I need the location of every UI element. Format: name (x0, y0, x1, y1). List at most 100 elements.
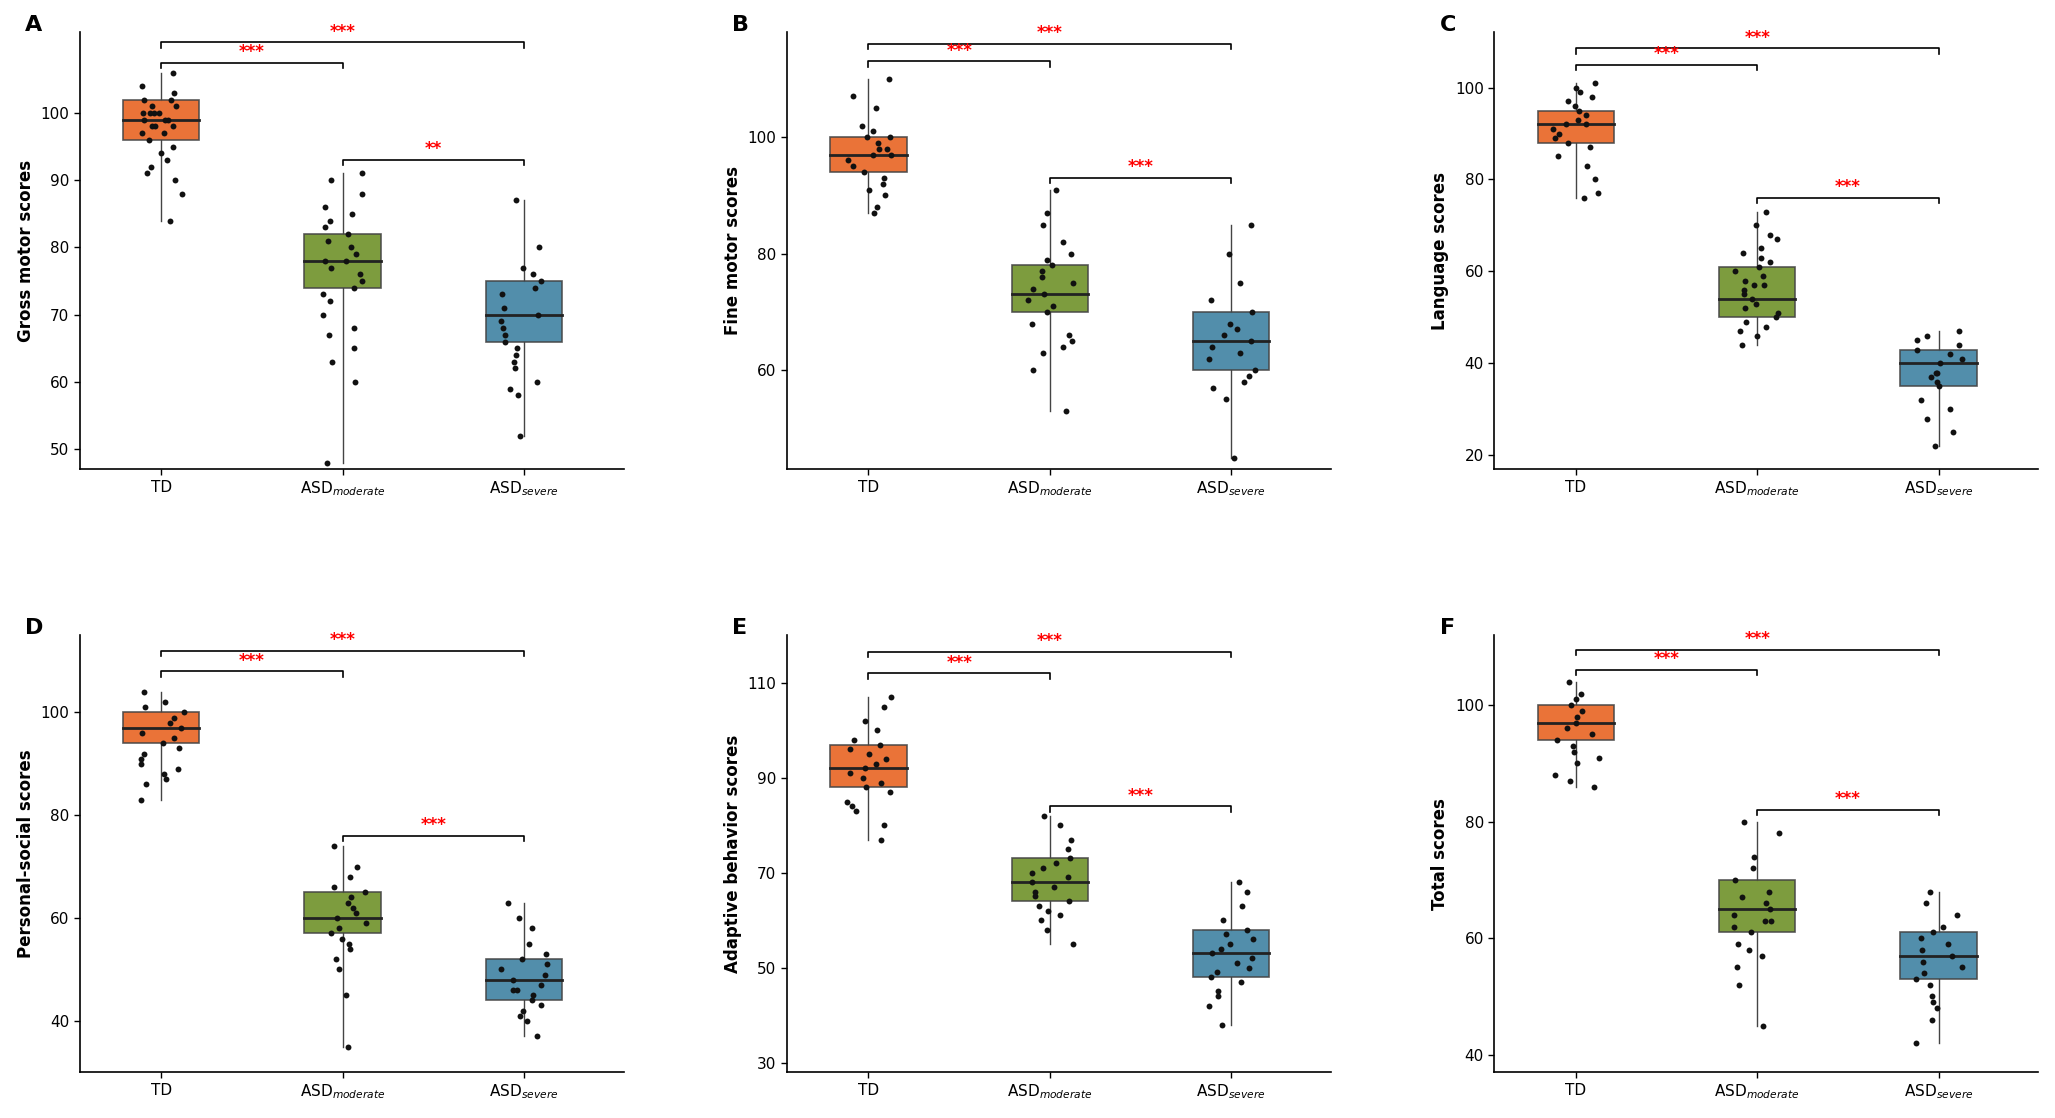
Point (861, 152, 894, 170)
Point (349, 960, 382, 978)
Point (1944, 1011, 1977, 1029)
Point (857, 129, 890, 146)
Point (1938, 354, 1971, 372)
Point (129, 111, 162, 129)
Point (1048, 344, 1081, 362)
Point (1741, 912, 1773, 930)
Point (304, 986, 337, 1004)
Point (136, 699, 169, 717)
Point (1046, 892, 1079, 910)
Point (333, 893, 366, 911)
Point (1944, 337, 1977, 354)
Text: **: ** (425, 140, 442, 159)
Point (343, 164, 376, 182)
Point (308, 837, 341, 855)
Point (526, 373, 559, 391)
Point (487, 258, 520, 276)
Point (1932, 906, 1965, 923)
Point (1580, 74, 1613, 92)
Point (1745, 958, 1778, 976)
Point (1554, 139, 1586, 157)
Text: ***: *** (1745, 29, 1769, 47)
Point (1023, 840, 1056, 858)
Point (1036, 864, 1069, 882)
Bar (1194, 930, 1270, 977)
Point (512, 893, 545, 911)
Point (152, 713, 185, 731)
Point (834, 793, 867, 811)
Point (485, 909, 518, 927)
Point (1229, 935, 1262, 953)
Point (510, 265, 543, 283)
Point (520, 353, 553, 371)
Point (1048, 216, 1081, 234)
Point (851, 778, 884, 796)
Point (867, 769, 900, 787)
Point (1537, 78, 1570, 96)
Point (1549, 778, 1582, 796)
Point (1541, 726, 1574, 743)
Point (1757, 202, 1790, 220)
Point (1942, 332, 1975, 350)
Point (1930, 941, 1963, 959)
Point (1034, 256, 1067, 274)
Point (1728, 258, 1761, 276)
Point (319, 879, 351, 897)
Point (855, 163, 888, 181)
Point (1013, 280, 1046, 297)
Point (1036, 233, 1069, 250)
Point (1747, 226, 1780, 244)
Point (345, 889, 378, 907)
Text: C: C (1441, 15, 1457, 35)
Point (518, 278, 551, 296)
Bar (123, 712, 199, 743)
Point (1726, 326, 1759, 344)
Point (1192, 940, 1225, 958)
Point (304, 454, 337, 472)
Point (160, 776, 193, 794)
Point (832, 158, 865, 176)
Point (1019, 911, 1052, 929)
Point (1054, 203, 1087, 221)
Text: ***: *** (1835, 178, 1862, 196)
Point (331, 915, 364, 932)
Point (1233, 873, 1266, 891)
Bar (1011, 859, 1087, 901)
Point (125, 104, 158, 122)
Bar (1720, 267, 1796, 318)
Point (1215, 930, 1247, 948)
Point (499, 1027, 532, 1045)
Point (873, 688, 906, 705)
Point (1048, 274, 1081, 292)
Point (1556, 684, 1589, 702)
Point (526, 935, 559, 953)
Point (1919, 424, 1952, 442)
Point (1907, 341, 1940, 359)
Point (867, 721, 900, 739)
Point (1196, 379, 1229, 397)
Point (1202, 373, 1235, 391)
Text: ***: *** (1128, 159, 1153, 177)
Point (861, 774, 894, 792)
Point (1545, 773, 1578, 790)
Text: ***: *** (1128, 786, 1153, 805)
Point (140, 703, 173, 721)
Point (1225, 344, 1258, 362)
Point (1562, 731, 1595, 749)
Point (1046, 907, 1079, 925)
Point (830, 198, 863, 216)
Point (331, 292, 364, 310)
Point (1932, 345, 1965, 363)
Point (1938, 929, 1971, 947)
Point (1052, 314, 1085, 332)
Point (524, 1012, 557, 1030)
Point (1911, 894, 1944, 912)
Point (1556, 111, 1589, 129)
Point (1543, 691, 1576, 709)
Point (1200, 245, 1233, 263)
Point (123, 104, 156, 122)
Point (859, 145, 892, 163)
Point (1726, 889, 1759, 907)
Point (1739, 824, 1771, 842)
Point (164, 719, 197, 737)
